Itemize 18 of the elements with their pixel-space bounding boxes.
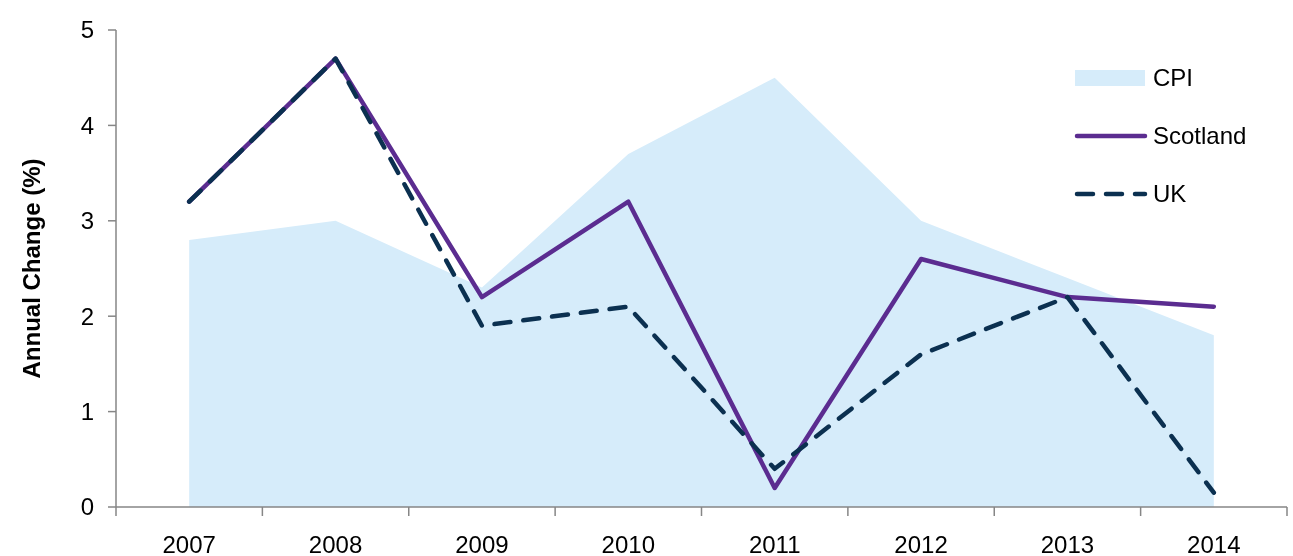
x-tick-label: 2008 — [308, 531, 363, 556]
x-tick-label: 2014 — [1187, 531, 1241, 556]
y-tick-label: 0 — [80, 493, 94, 521]
y-tick-label: 3 — [80, 207, 94, 235]
x-tick-label: 2010 — [601, 531, 656, 556]
y-tick-label: 1 — [80, 398, 94, 425]
y-axis-title: Annual Change (%) — [18, 158, 45, 379]
y-tick-label: 2 — [80, 302, 94, 330]
legend-label: CPI — [1153, 64, 1194, 92]
x-tick-label: 2012 — [894, 531, 948, 556]
legend-label: Scotland — [1153, 122, 1247, 150]
x-tick-label: 2009 — [455, 531, 509, 556]
x-tick-label: 2007 — [162, 531, 216, 556]
y-tick-label: 5 — [80, 16, 94, 44]
legend-label: UK — [1153, 180, 1187, 208]
x-tick-label: 2011 — [748, 531, 801, 556]
x-tick-label: 2013 — [1040, 531, 1095, 556]
y-tick-label: 4 — [80, 111, 94, 139]
